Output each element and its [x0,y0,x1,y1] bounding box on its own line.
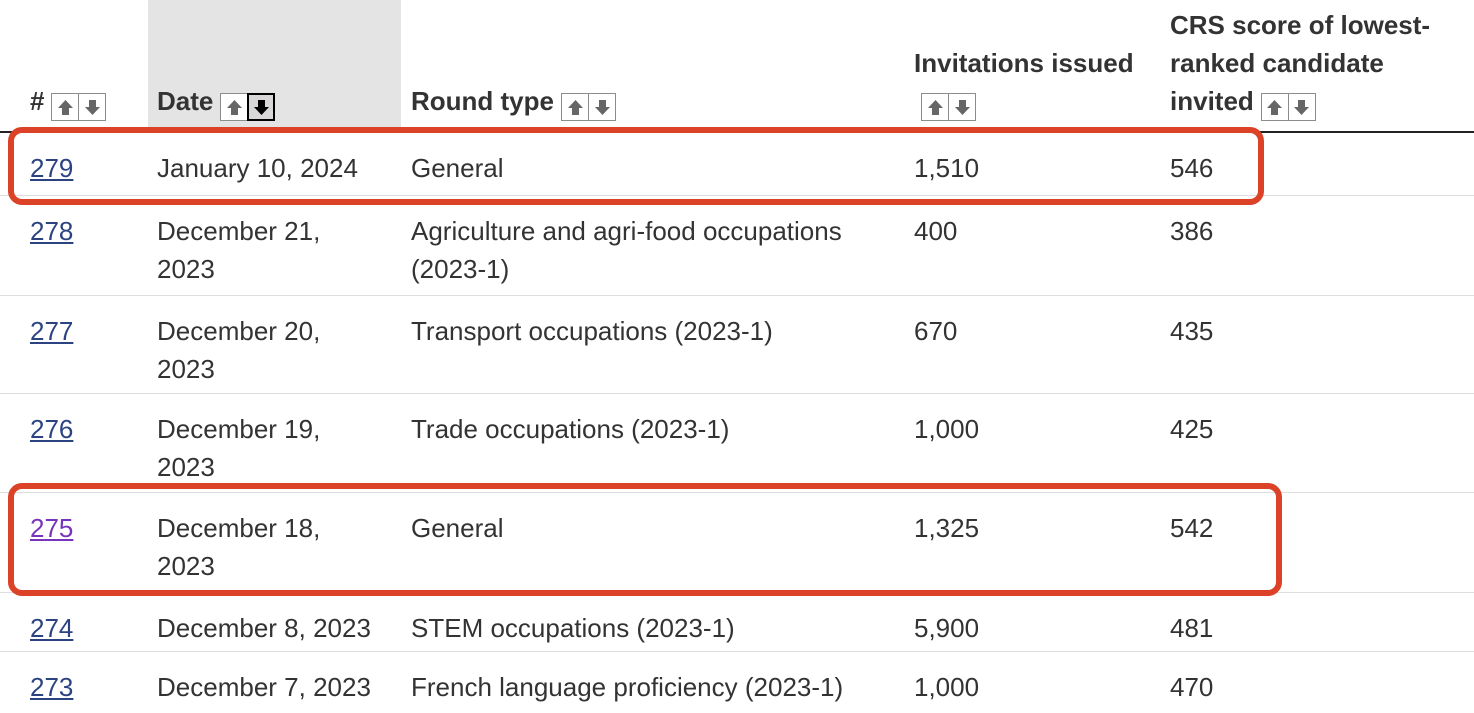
round-number-link-visited[interactable]: 275 [30,512,74,543]
round-number-link[interactable]: 277 [30,315,74,346]
sort-descending-button[interactable] [948,93,976,121]
table-row-276: 276 December 19, 2023 Trade occupations … [0,393,1474,493]
invitations-issued-cell: 1,510 [904,132,1160,196]
table-row-278: 278 December 21, 2023 Agriculture and ag… [0,195,1474,296]
round-number-link[interactable]: 279 [30,153,74,183]
column-label-round-type: Round type [411,85,554,116]
sort-ascending-button[interactable] [561,93,589,121]
column-header-number: # [0,0,148,133]
arrow-down-icon [84,99,100,115]
sort-descending-button-active[interactable] [247,93,276,121]
round-number-cell: 274 [0,592,148,652]
round-number-cell: 278 [0,195,148,296]
sort-descending-button[interactable] [588,93,616,121]
sort-controls-number [51,93,107,121]
sort-controls-date [220,93,276,121]
round-number-link[interactable]: 274 [30,612,74,643]
column-header-crs-score: CRS score of lowest-ranked candidate inv… [1160,0,1474,133]
invitations-issued-cell: 1,000 [914,671,980,702]
sort-descending-button[interactable] [1287,93,1316,121]
invitations-issued-cell: 670 [904,295,1160,394]
date-cell: December 7, 2023 [157,671,371,702]
sort-ascending-button[interactable] [921,93,949,121]
table-row-273: 273 December 7, 2023 French language pro… [0,651,1474,713]
column-header-invitations-issued: Invitations issued [904,0,1160,133]
date-cell: December 18, 2023 [148,492,401,593]
arrow-up-icon [1267,99,1283,115]
table-row-279: 279 January 10, 2024 General 1,510 546 [0,132,1474,196]
date-cell: December 19, 2023 [148,393,401,493]
round-type-cell: General [401,132,904,196]
column-header-round-type: Round type [401,0,904,133]
arrow-down-icon [1294,99,1310,115]
header-row: # Date Round type Invitations issued CRS… [0,0,1474,133]
table-body: 279 January 10, 2024 General 1,510 546 2… [0,132,1474,713]
round-number-cell: 279 [0,132,148,196]
invitations-issued-cell: 5,900 [904,592,1160,652]
round-number-cell: 273 [0,651,148,713]
round-type-cell: General [401,492,904,593]
column-label-invitations-issued: Invitations issued [914,47,1134,78]
round-number-cell: 276 [0,393,148,493]
date-cell: January 10, 2024 [148,132,401,196]
round-type-cell: French language proficiency (2023-1) [411,671,844,702]
column-label-number: # [30,85,45,116]
table-row-274: 274 December 8, 2023 STEM occupations (2… [0,592,1474,652]
date-cell: December 20, 2023 [148,295,401,394]
crs-score-cell: 425 [1160,393,1474,493]
crs-score-cell: 481 [1160,592,1474,652]
table-header: # Date Round type Invitations issued CRS… [0,0,1474,133]
crs-score-cell: 386 [1160,195,1474,296]
date-cell: December 8, 2023 [148,592,401,652]
arrow-up-icon [57,99,73,115]
column-label-crs-score: CRS score of lowest-ranked candidate inv… [1170,9,1431,116]
round-type-cell: Transport occupations (2023-1) [401,295,904,394]
invitations-issued-cell: 1,000 [904,393,1160,493]
arrow-down-icon [594,99,610,115]
column-header-date: Date [148,0,401,133]
round-type-cell: Agriculture and agri-food occupations (2… [401,195,904,296]
round-number-link[interactable]: 273 [30,671,74,702]
column-label-date: Date [157,85,214,116]
sort-ascending-button[interactable] [51,93,80,121]
sort-ascending-button[interactable] [220,93,249,121]
table-row-275: 275 December 18, 2023 General 1,325 542 [0,492,1474,593]
invitations-issued-cell: 400 [904,195,1160,296]
crs-score-cell: 546 [1160,132,1474,196]
sort-controls-round-type [561,93,616,121]
sort-ascending-button[interactable] [1260,93,1289,121]
crs-score-cell: 470 [1170,671,1214,702]
round-number-cell: 275 [0,492,148,593]
sort-controls-crs [1260,93,1316,121]
arrow-up-icon [567,99,583,115]
table-row-277: 277 December 20, 2023 Transport occupati… [0,295,1474,394]
sort-descending-button[interactable] [78,93,107,121]
arrow-down-icon [954,99,970,115]
sort-controls-invitations [921,93,976,121]
round-type-cell: Trade occupations (2023-1) [401,393,904,493]
crs-score-cell: 435 [1160,295,1474,394]
round-number-link[interactable]: 278 [30,215,74,246]
invitations-issued-cell: 1,325 [904,492,1160,593]
arrow-down-icon [253,99,269,115]
arrow-up-icon [927,99,943,115]
crs-score-cell: 542 [1160,492,1474,593]
round-type-cell: STEM occupations (2023-1) [401,592,904,652]
date-cell: December 21, 2023 [148,195,401,296]
arrow-up-icon [226,99,242,115]
round-number-link[interactable]: 276 [30,413,74,444]
round-number-cell: 277 [0,295,148,394]
